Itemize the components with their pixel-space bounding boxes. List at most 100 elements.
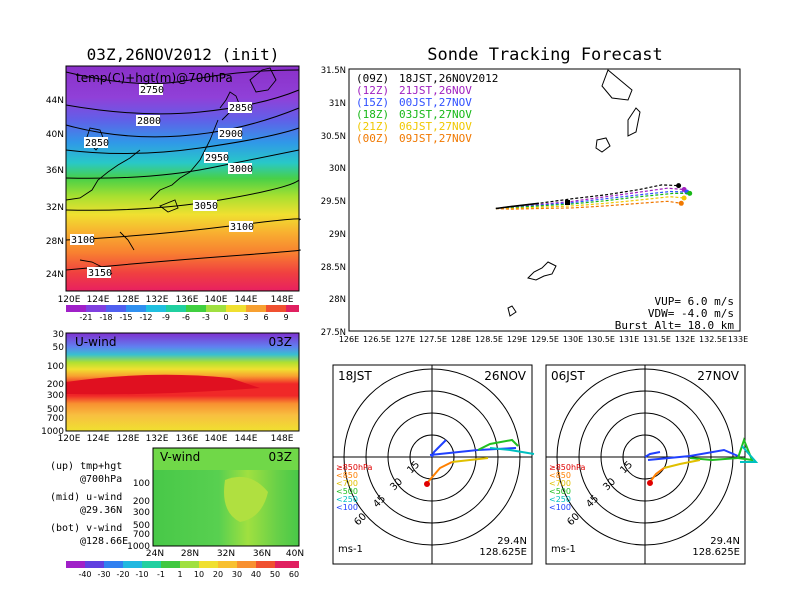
polar-date: 26NOV (484, 369, 526, 383)
map-700hpa-panel: 2750 2800 2850 2850 2900 2950 3000 3050 … (46, 65, 301, 305)
xtick-label: 131E (619, 335, 639, 344)
level-label: <250 (549, 495, 571, 504)
note-line: (bot) v-wind (50, 523, 122, 534)
burst-alt-text: Burst Alt= 18.0 km (615, 319, 735, 332)
v-wind-time: 03Z (269, 450, 293, 464)
u-wind-xticks: 120E 124E 128E 132E 136E 140E 144E 148E (58, 434, 294, 444)
legend-utc: (12Z) (356, 84, 389, 97)
ytick-label: 32N (46, 203, 64, 213)
xtick-label: 36N (253, 549, 271, 559)
u-wind-yticks: 30 50 100 200 300 500 700 1000 (41, 330, 64, 437)
track-legend: (09Z) 18JST,26NOV2012 (12Z) 21JST,26NOV … (356, 72, 498, 145)
level-label: <500 (549, 487, 571, 496)
contour-label: 2800 (137, 116, 161, 127)
colorbar-tick: -10 (135, 570, 148, 579)
polar-lon: 128.625E (479, 547, 527, 558)
colorbar-tick: -21 (79, 313, 92, 322)
ytick-label: 300 (47, 391, 64, 401)
track-panel: (09Z) 18JST,26NOV2012 (12Z) 21JST,26NOV … (321, 66, 748, 344)
legend-utc: (21Z) (356, 120, 389, 133)
track-series (495, 183, 693, 210)
contour-label: 3000 (229, 164, 253, 175)
colorbar-tick: 3 (243, 313, 248, 322)
ytick-label: 200 (133, 497, 150, 507)
ytick-label: 24N (46, 270, 64, 280)
xtick-label: 132E (146, 295, 169, 305)
ytick-label: 29N (329, 230, 346, 240)
xtick-label: 40N (286, 549, 304, 559)
track-yticks: 27.5N 28N 28.5N 29N 29.5N 30N 30.5N 31N … (321, 66, 346, 338)
xtick-label: 126.5E (363, 335, 391, 344)
colorbar-tick: -1 (157, 570, 165, 579)
ytick-label: 27.5N (321, 328, 346, 338)
polar-unit: ms-1 (338, 544, 363, 555)
contour-label: 2950 (205, 153, 229, 164)
v-wind-core (224, 476, 268, 522)
xtick-label: 126E (339, 335, 359, 344)
ytick-label: 1000 (41, 427, 64, 437)
track-initial-segment (495, 202, 539, 210)
ytick-label: 100 (47, 362, 64, 372)
legend-utc: (09Z) (356, 72, 389, 85)
ytick-label: 29.5N (321, 197, 346, 207)
xtick-label: 140E (205, 295, 228, 305)
ytick-label: 31N (329, 99, 346, 109)
xtick-label: 136E (176, 434, 199, 444)
colorbar-tick: 40 (251, 570, 261, 579)
legend-utc: (18Z) (356, 108, 389, 121)
ytick-label: 44N (46, 96, 64, 106)
note-line: @128.66E (80, 536, 128, 547)
main-title: 03Z,26NOV2012 (init) (87, 45, 280, 64)
map-700hpa-contour-labels: 2750 2800 2850 2850 2900 2950 3000 3050 … (70, 84, 254, 279)
polar-date: 27NOV (697, 369, 739, 383)
xtick-label: 127E (395, 335, 415, 344)
track-line (495, 200, 682, 210)
colorbar-tick: -40 (78, 570, 91, 579)
xtick-label: 24N (146, 549, 164, 559)
map-700hpa-xticks: 120E 124E 128E 132E 136E 140E 144E 148E (58, 295, 294, 305)
legend-jst: 18JST,26NOV2012 (399, 72, 498, 85)
ytick-label: 1000 (127, 542, 150, 552)
note-line: (mid) u-wind (50, 492, 122, 503)
colorbar-tick: -18 (99, 313, 112, 322)
legend-jst: 09JST,27NOV (399, 132, 472, 145)
launch-point-marker (565, 200, 570, 205)
track-endpoint (687, 190, 693, 196)
ytick-label: 31.5N (321, 66, 346, 76)
legend-jst: 21JST,26NOV (399, 84, 472, 97)
xtick-label: 129.5E (531, 335, 559, 344)
xtick-label: 148E (271, 434, 294, 444)
vdw-text: VDW= -4.0 m/s (648, 307, 734, 320)
contour-label: 2850 (229, 103, 253, 114)
ytick-label: 30.5N (321, 132, 346, 142)
ytick-label: 40N (46, 130, 64, 140)
ytick-label: 28N (329, 295, 346, 305)
track-endpoint (681, 195, 687, 201)
polar-lon: 128.625E (692, 547, 740, 558)
xtick-label: 128E (451, 335, 471, 344)
polar-level-legend: ≥850hPa <850 <700 <500 <250 <100 (549, 463, 586, 512)
hodograph-right (644, 437, 759, 486)
colorbar-tick: 30 (232, 570, 242, 579)
legend-utc: (15Z) (356, 96, 389, 109)
v-wind-panel: V-wind 03Z 100 200 300 500 700 1000 24N … (127, 447, 304, 559)
map-700hpa-yticks: 24N 28N 32N 36N 40N 44N (46, 96, 64, 280)
level-label: <250 (336, 495, 358, 504)
ytick-label: 50 (53, 343, 65, 353)
colorbar-tick: -30 (97, 570, 110, 579)
polar-time: 06JST (551, 369, 585, 383)
legend-utc: (00Z) (356, 132, 389, 145)
note-line: (up) tmp+hgt (50, 461, 122, 472)
xtick-label: 132.5E (699, 335, 727, 344)
track-title: Sonde Tracking Forecast (427, 45, 662, 65)
contour-label: 3100 (230, 222, 254, 233)
colorbar-tick: -15 (119, 313, 132, 322)
note-line: @29.36N (80, 505, 122, 516)
ytick-label: 28.5N (321, 263, 346, 273)
contour-label: 3150 (88, 268, 112, 279)
legend-jst: 06JST,27NOV (399, 120, 472, 133)
xtick-label: 128.5E (475, 335, 503, 344)
xtick-label: 136E (176, 295, 199, 305)
polar-panel-right: 06JST 27NOV 15 30 45 60 ≥850hPa <850 <70… (545, 364, 759, 565)
colorbar-tick: 60 (289, 570, 299, 579)
